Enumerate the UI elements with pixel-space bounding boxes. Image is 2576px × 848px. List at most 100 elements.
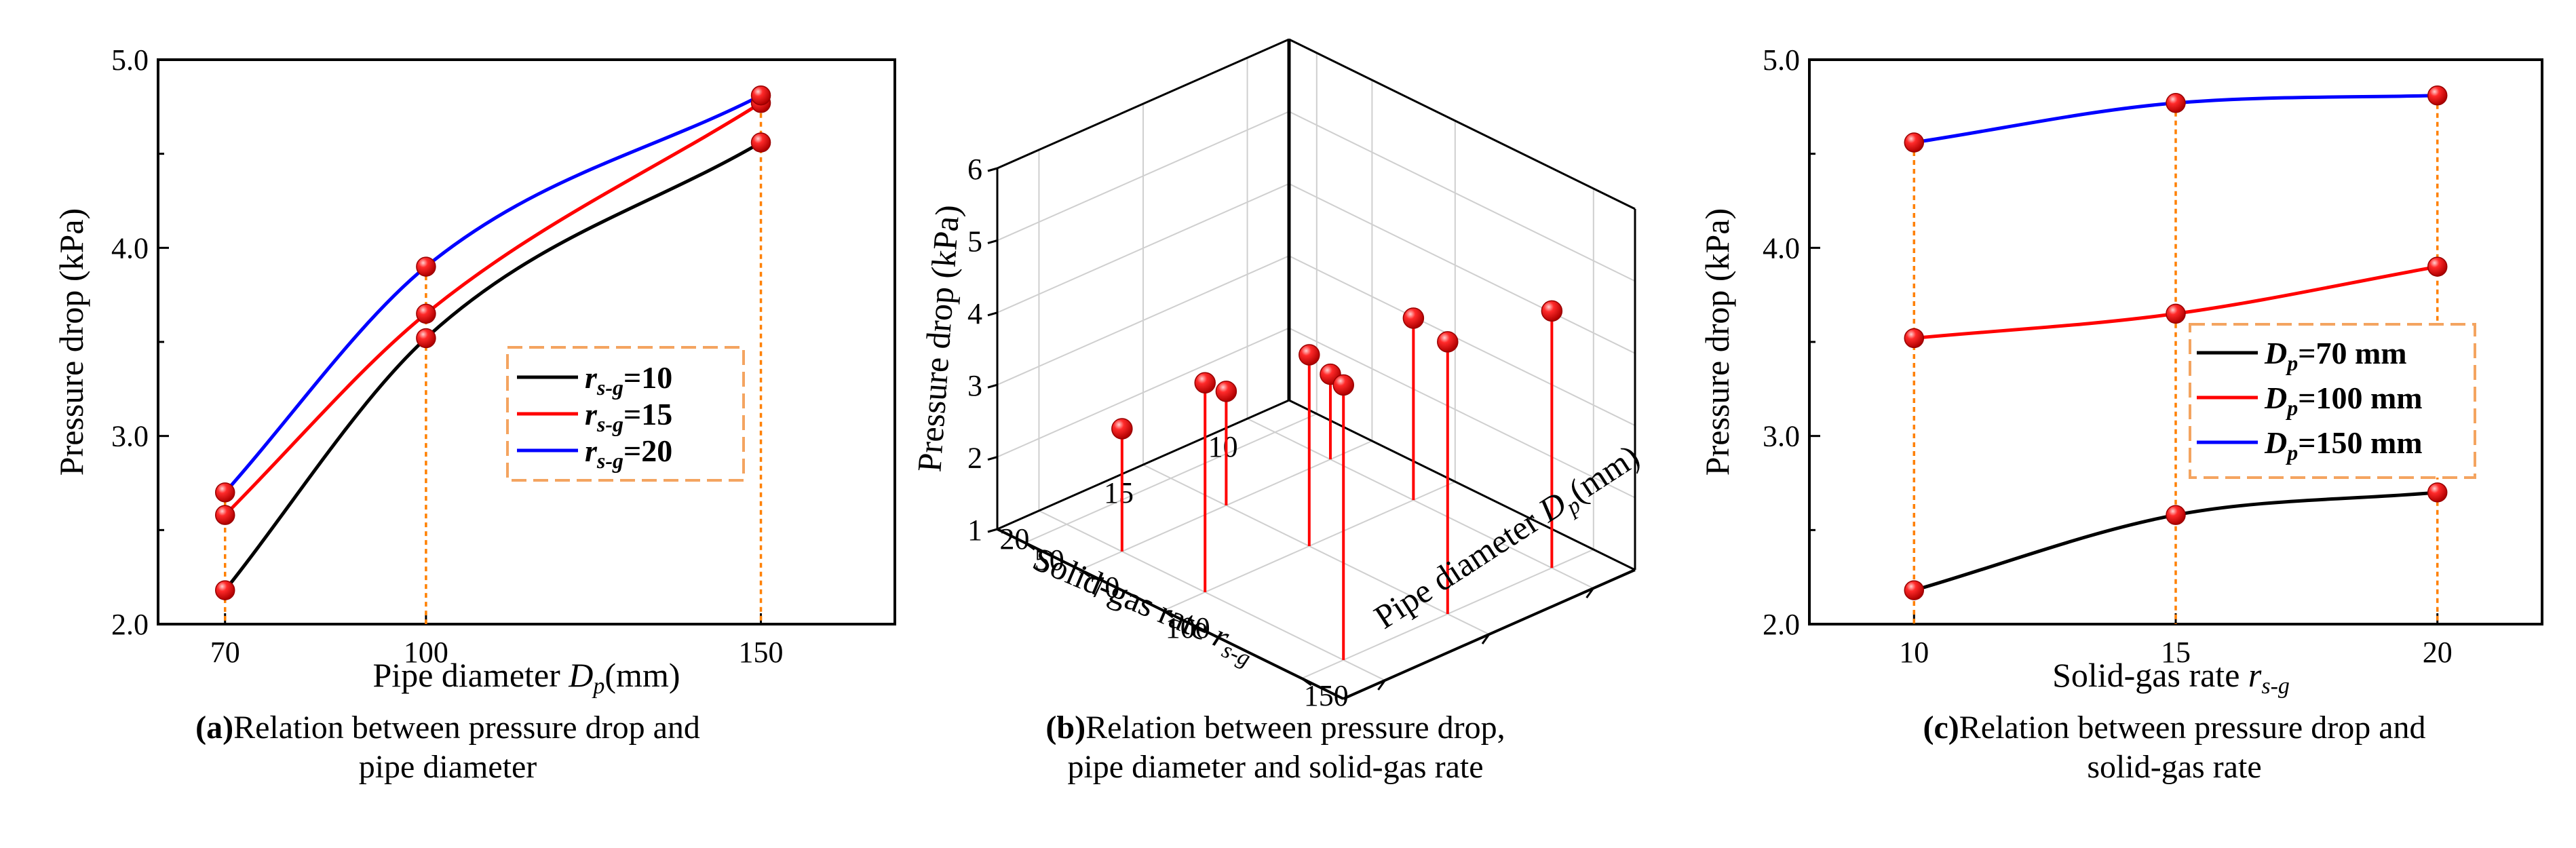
data-point [750, 132, 771, 153]
frame-edge [1288, 399, 1636, 571]
data-point [2166, 505, 2186, 525]
z-tick-mark [987, 456, 998, 461]
panel-b-3d-frame [996, 38, 1636, 700]
x-tick-label: 70 [210, 636, 240, 669]
y-tick-label: 2.0 [111, 608, 149, 641]
data-point [416, 303, 436, 324]
x-tick-label: 100 [404, 636, 448, 669]
y-tick-label: 3.0 [111, 420, 149, 453]
y-tick-label: 4.0 [1763, 231, 1800, 265]
y-tick-mark [1162, 609, 1174, 619]
y-tick-mark [1079, 568, 1091, 578]
data-point [2427, 256, 2448, 277]
panel-b-caption-line2: pipe diameter and solid-gas rate [1067, 749, 1483, 785]
panel-b-x-axis-label: Solid-gas rate rs-g [1026, 539, 1261, 672]
data-point [1904, 328, 1925, 349]
panel-b-y-axis-label: Pipe diameter Dp(mm) [1368, 437, 1649, 640]
stem-ball [1215, 381, 1237, 402]
y-tick-label: 100 [1166, 611, 1210, 644]
stem-ball [1541, 300, 1563, 322]
z-tick-label: 4 [967, 297, 982, 330]
panel-c-ticks: 2.0 3.0 4.0 5.0 10 15 20 [1763, 43, 2453, 669]
y-tick-label: 5.0 [1763, 43, 1800, 77]
y-tick-label: 4.0 [111, 231, 149, 265]
stem-ball [1299, 344, 1320, 366]
grid-line [1142, 464, 1490, 635]
data-point [214, 505, 235, 525]
stem-ball [1437, 331, 1459, 353]
z-tick-mark [987, 167, 998, 172]
data-point [2166, 93, 2186, 113]
panel-a-x-axis-label: Pipe diameter Dp(mm) [373, 656, 680, 699]
grid-line [1038, 509, 1385, 681]
z-tick-label: 2 [967, 442, 982, 475]
panel-c-markers [1904, 85, 2448, 600]
data-point [1904, 132, 1925, 153]
legend-label: rs-g=20 [585, 433, 672, 473]
data-point [2427, 482, 2448, 503]
panel-a-plot-frame [157, 58, 896, 625]
legend-label: Dp=150 mm [2264, 425, 2423, 465]
series-line [223, 101, 762, 516]
panel-a-caption-line2: pipe diameter [359, 749, 537, 785]
data-point [214, 580, 235, 600]
panel-a-y-axis-label: Pressure drop (kPa) [52, 208, 90, 476]
grid-line [1024, 413, 1318, 543]
panel-c-legend-box [2189, 323, 2476, 479]
panel-c-y-axis-label: Pressure drop (kPa) [1698, 208, 1736, 476]
y-tick-label: 5.0 [111, 43, 149, 77]
x-tick-label: 15 [1104, 476, 1134, 509]
x-tick-label: 20 [999, 522, 1029, 556]
legend-label: rs-g=10 [585, 360, 672, 400]
stem-ball [1402, 307, 1425, 329]
grid-line [1247, 418, 1594, 590]
data-point [750, 85, 771, 106]
y-tick-label: 150 [1304, 679, 1349, 712]
y-tick-mark [1301, 677, 1312, 687]
legend-label: Dp=100 mm [2264, 381, 2423, 420]
x-tick-label: 20 [2423, 636, 2453, 669]
panel-c-legend: Dp=70 mm Dp=100 mm Dp=150 mm [2197, 336, 2423, 465]
legend-label: Dp=70 mm [2264, 336, 2407, 375]
data-point [2427, 85, 2448, 106]
z-tick-mark [987, 239, 998, 244]
z-tick-label: 6 [967, 153, 982, 186]
frame-edge [1288, 38, 1636, 210]
z-tick-mark [987, 383, 998, 389]
frame-edge [997, 528, 1344, 700]
x-tick-label: 15 [2161, 636, 2191, 669]
grid-line [1288, 111, 1636, 282]
x-tick-mark [1481, 634, 1491, 644]
panel-c-x-axis-label: Solid-gas rate rs-g [2052, 656, 2290, 699]
stem-ball [1194, 372, 1216, 394]
panel-a-caption-line1: (a)Relation between pressure drop and [195, 710, 700, 746]
z-tick-label: 5 [967, 225, 982, 258]
panel-c-droplines [1912, 95, 2439, 624]
data-point [416, 328, 436, 349]
panel-a-chart: 2.0 3.0 4.0 5.0 70 100 150 Pressure drop (kPa)… [52, 43, 896, 785]
data-point [416, 256, 436, 277]
panel-b-caption-line1: (b)Relation between pressure drop, [1045, 710, 1505, 746]
stem-ball [1111, 418, 1133, 440]
data-point [214, 482, 235, 503]
frame-edge [997, 399, 1290, 531]
grid-line [1288, 182, 1636, 354]
y-tick-label: 2.0 [1763, 608, 1800, 641]
stem-ball [1332, 374, 1354, 396]
x-tick-label: 150 [739, 636, 784, 669]
legend-label: rs-g=15 [585, 397, 672, 436]
panel-a-markers [214, 85, 771, 600]
z-tick-mark [987, 311, 998, 317]
panel-b-stems [1111, 300, 1563, 660]
y-tick-label: 50 [1035, 543, 1064, 577]
z-tick-label: 3 [967, 369, 982, 402]
x-tick-label: 10 [1899, 636, 1929, 669]
x-tick-mark [1585, 587, 1594, 599]
x-tick-label: 10 [1208, 430, 1238, 463]
panel-c-caption-line2: solid-gas rate [2087, 749, 2261, 785]
x-tick-mark [1377, 679, 1386, 691]
